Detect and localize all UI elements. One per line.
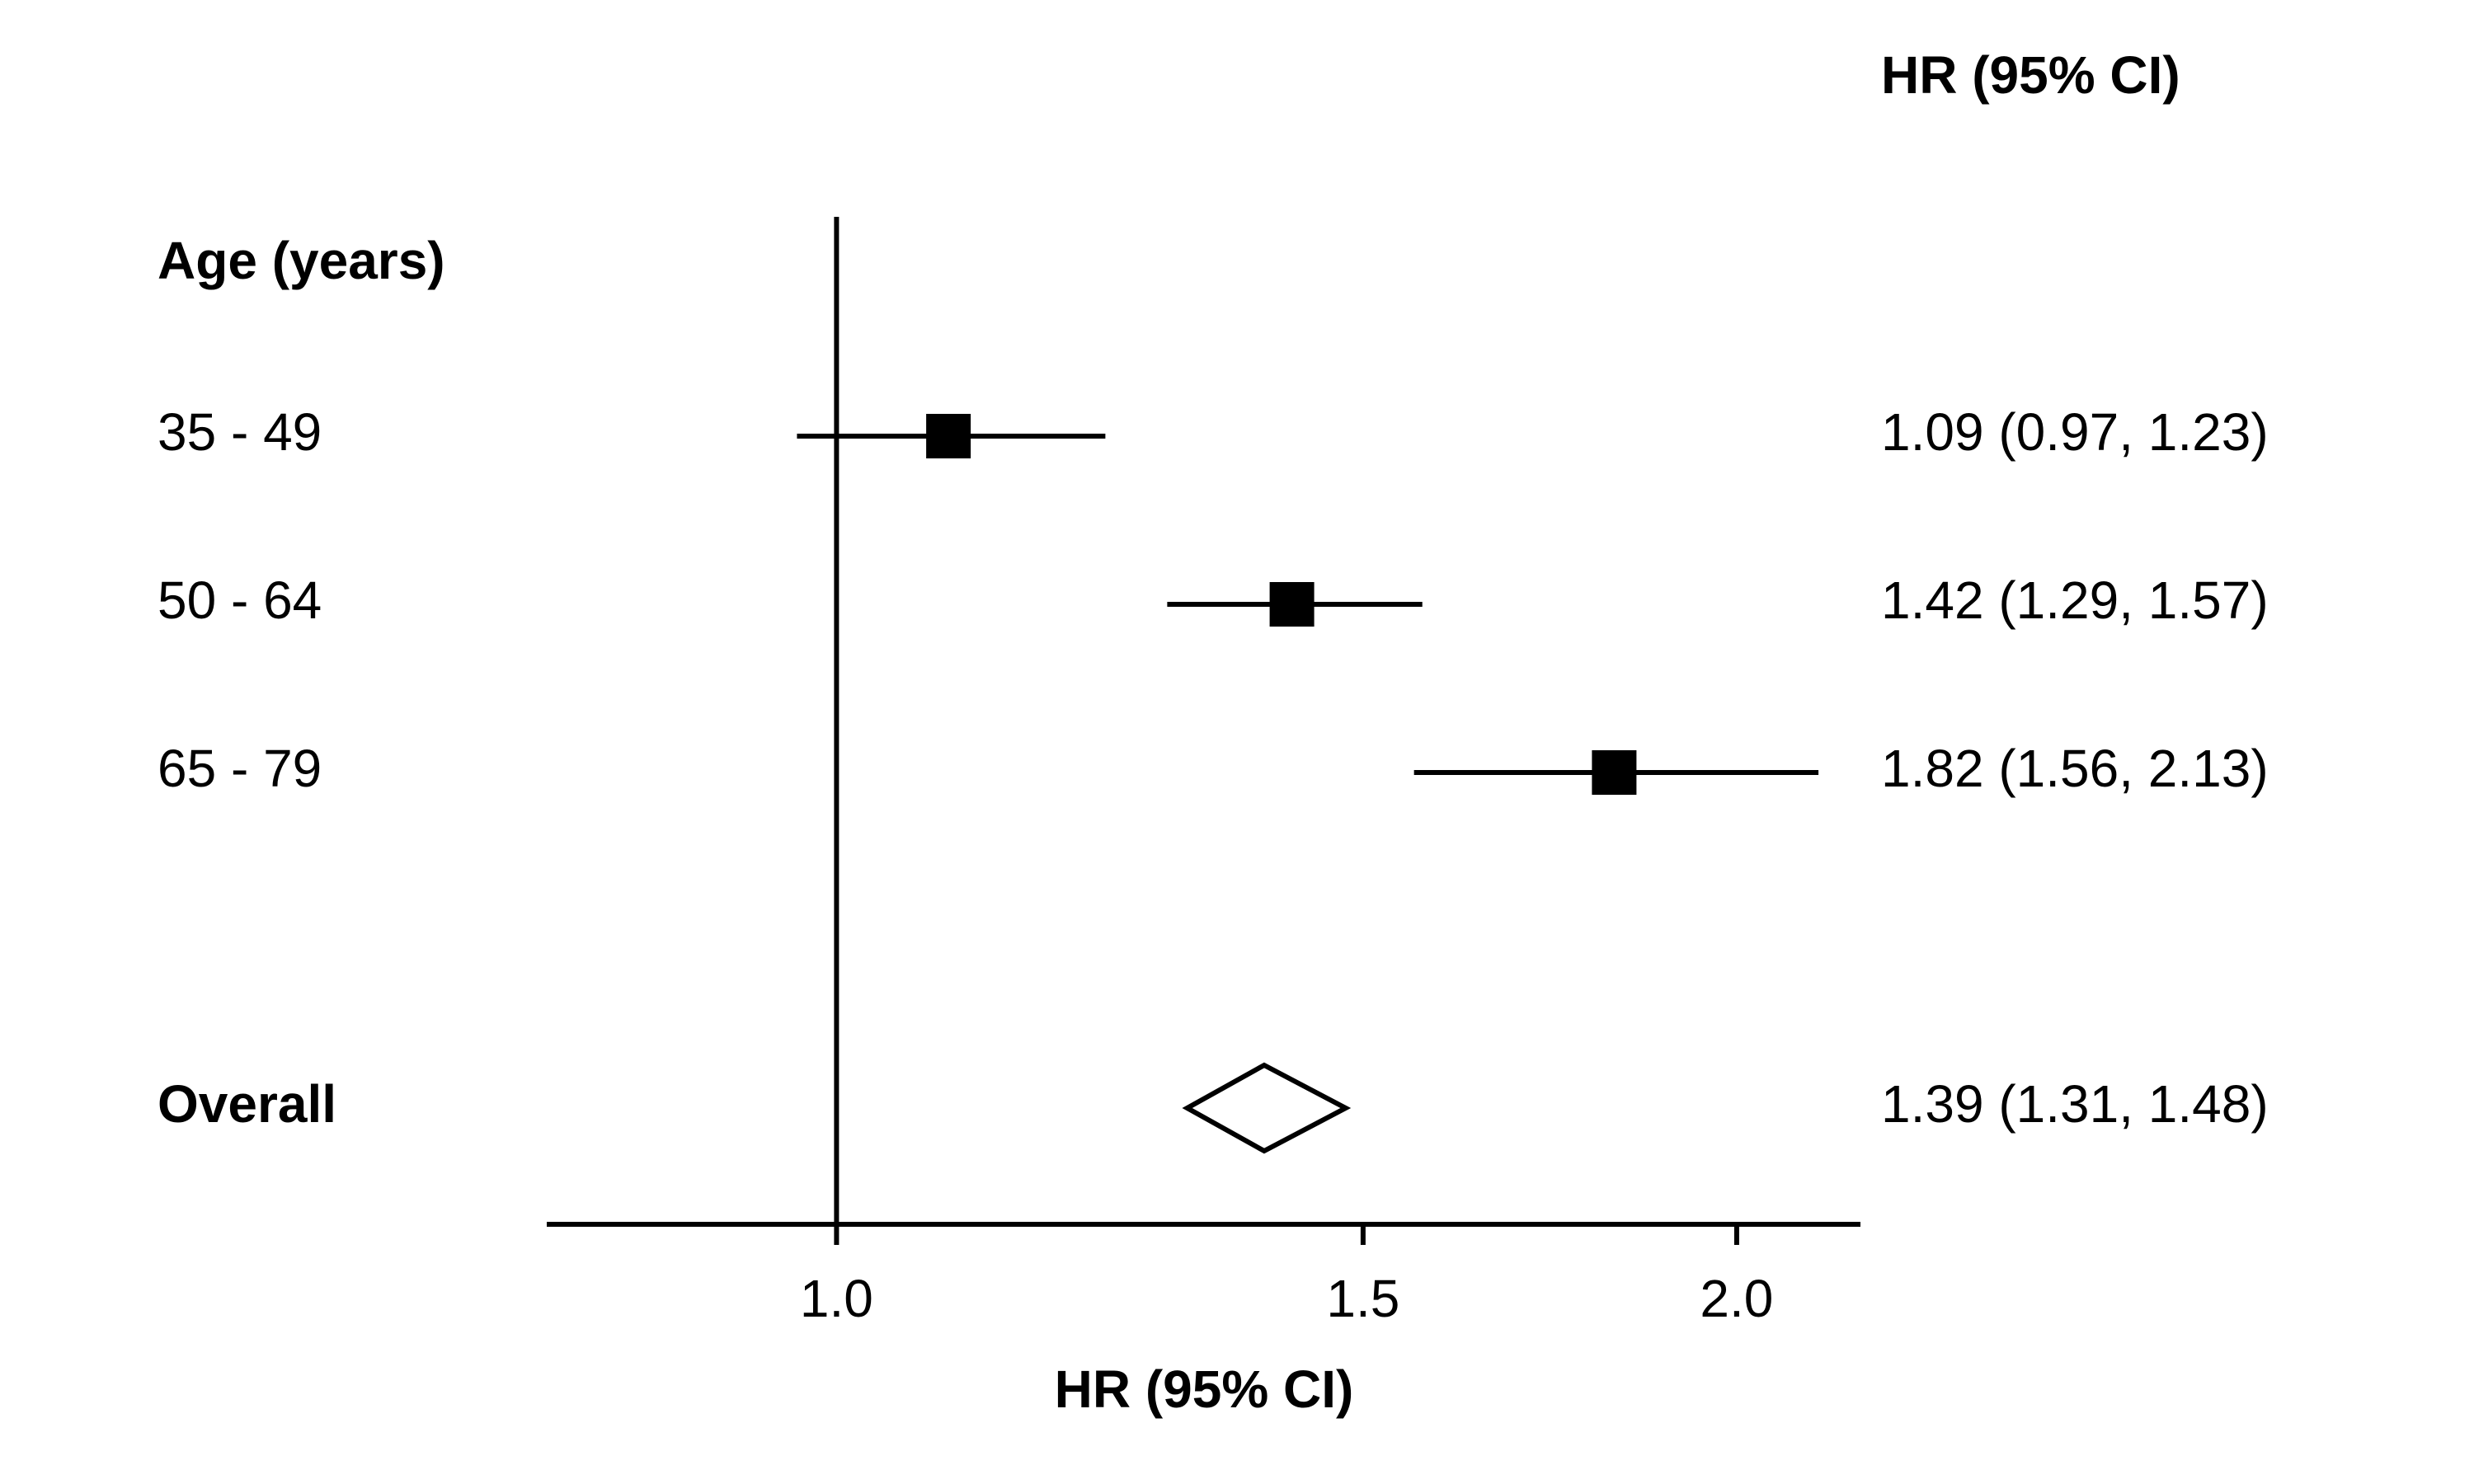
x-tick-label: 1.0 xyxy=(800,1269,873,1328)
point-estimate xyxy=(1269,582,1315,627)
overall-diamond xyxy=(1182,1062,1352,1154)
column-header: HR (95% CI) xyxy=(1881,45,2180,105)
row-label: 65 - 79 xyxy=(158,739,322,798)
point-estimate xyxy=(1592,750,1637,795)
row-label: 35 - 49 xyxy=(158,402,322,462)
x-axis-label: HR (95% CI) xyxy=(1055,1360,1354,1419)
row-label: 50 - 64 xyxy=(158,571,322,630)
x-tick-label: 1.5 xyxy=(1326,1269,1399,1328)
overall-value-label: 1.39 (1.31, 1.48) xyxy=(1881,1074,2269,1134)
value-label: 1.42 (1.29, 1.57) xyxy=(1881,571,2269,630)
point-estimate xyxy=(926,414,971,458)
value-label: 1.09 (0.97, 1.23) xyxy=(1881,402,2269,462)
group-label: Age (years) xyxy=(158,231,445,290)
overall-label: Overall xyxy=(158,1074,336,1134)
value-label: 1.82 (1.56, 2.13) xyxy=(1881,739,2269,798)
x-tick-label: 2.0 xyxy=(1700,1269,1773,1328)
